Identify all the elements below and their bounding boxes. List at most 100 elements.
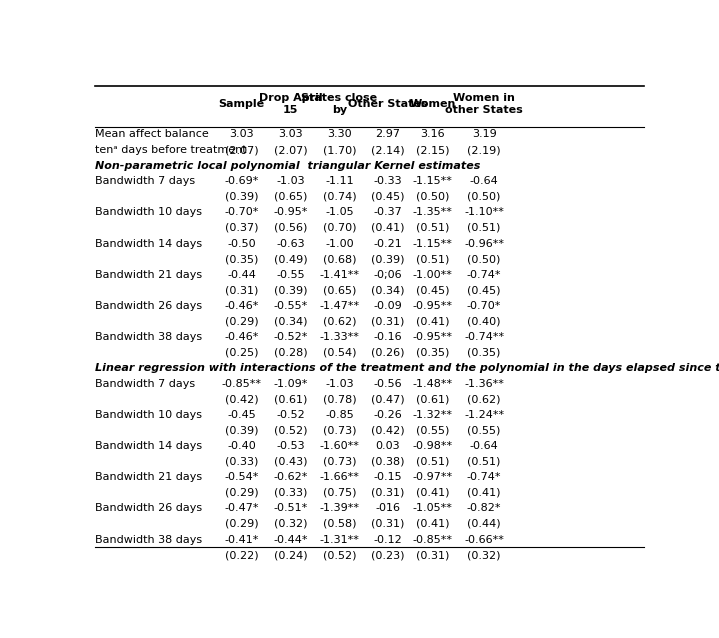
Text: tenᵃ days before treatment: tenᵃ days before treatment: [96, 145, 247, 155]
Text: (0.31): (0.31): [371, 488, 404, 498]
Text: (0.54): (0.54): [323, 348, 356, 357]
Text: (0.35): (0.35): [225, 254, 258, 264]
Text: -016: -016: [375, 503, 400, 514]
Text: (0.55): (0.55): [467, 426, 501, 436]
Text: -0.66**: -0.66**: [464, 535, 504, 545]
Text: Linear regression with interactions of the treatment and the polynomial in the d: Linear regression with interactions of t…: [96, 363, 719, 373]
Text: -0.95*: -0.95*: [273, 207, 308, 218]
Text: -0.45: -0.45: [227, 410, 256, 420]
Text: -1.15**: -1.15**: [413, 239, 453, 249]
Text: (0.47): (0.47): [371, 394, 405, 404]
Text: -0.41*: -0.41*: [224, 535, 259, 545]
Text: -0.15: -0.15: [373, 472, 402, 482]
Text: (0.73): (0.73): [323, 457, 356, 466]
Text: (0.37): (0.37): [225, 223, 258, 233]
Text: -0;06: -0;06: [373, 270, 402, 279]
Text: -0.40: -0.40: [227, 441, 256, 451]
Text: (0.51): (0.51): [416, 223, 449, 233]
Text: -0.12: -0.12: [373, 535, 402, 545]
Text: -0.64: -0.64: [470, 176, 498, 186]
Text: -0.97**: -0.97**: [413, 472, 453, 482]
Text: -0.53: -0.53: [276, 441, 305, 451]
Text: (0.56): (0.56): [274, 223, 307, 233]
Text: -0.70*: -0.70*: [224, 207, 259, 218]
Text: Women: Women: [410, 99, 456, 109]
Text: -0.21: -0.21: [373, 239, 402, 249]
Text: -0.51*: -0.51*: [273, 503, 308, 514]
Text: (0.34): (0.34): [371, 285, 405, 295]
Text: (0.65): (0.65): [323, 285, 356, 295]
Text: (0.70): (0.70): [323, 223, 356, 233]
Text: -0.55*: -0.55*: [273, 301, 308, 311]
Text: -1.60**: -1.60**: [319, 441, 360, 451]
Text: Non-parametric local polynomial  triangular Kernel estimates: Non-parametric local polynomial triangul…: [96, 161, 481, 170]
Text: Bandwidth 7 days: Bandwidth 7 days: [96, 379, 196, 389]
Text: Bandwidth 7 days: Bandwidth 7 days: [96, 176, 196, 186]
Text: -1.09*: -1.09*: [273, 379, 308, 389]
Text: (0.31): (0.31): [225, 285, 258, 295]
Text: -0.46*: -0.46*: [224, 301, 259, 311]
Text: -0.85**: -0.85**: [413, 535, 453, 545]
Text: -0.56: -0.56: [373, 379, 402, 389]
Text: (0.33): (0.33): [225, 457, 258, 466]
Text: (2.14): (2.14): [371, 145, 405, 155]
Text: Mean affect balance: Mean affect balance: [96, 130, 209, 140]
Text: (0.31): (0.31): [371, 519, 404, 529]
Text: (0.32): (0.32): [274, 519, 307, 529]
Text: -1.05: -1.05: [325, 207, 354, 218]
Text: (0.41): (0.41): [467, 488, 501, 498]
Text: 0.03: 0.03: [375, 441, 400, 451]
Text: (0.34): (0.34): [274, 316, 307, 327]
Text: Bandwidth 14 days: Bandwidth 14 days: [96, 441, 203, 451]
Text: (0.51): (0.51): [467, 457, 501, 466]
Text: (0.52): (0.52): [274, 426, 307, 436]
Text: -1.66**: -1.66**: [319, 472, 360, 482]
Text: (0.38): (0.38): [371, 457, 405, 466]
Text: -1.05**: -1.05**: [413, 503, 453, 514]
Text: -1.03: -1.03: [276, 176, 305, 186]
Text: Bandwidth 26 days: Bandwidth 26 days: [96, 503, 203, 514]
Text: -1.10**: -1.10**: [464, 207, 504, 218]
Text: (0.49): (0.49): [274, 254, 307, 264]
Text: (0.26): (0.26): [371, 348, 405, 357]
Text: (0.78): (0.78): [323, 394, 357, 404]
Text: Other States: Other States: [348, 99, 428, 109]
Text: -0.64: -0.64: [470, 441, 498, 451]
Text: Bandwidth 10 days: Bandwidth 10 days: [96, 207, 203, 218]
Text: -0.55: -0.55: [276, 270, 305, 279]
Text: (0.41): (0.41): [416, 488, 449, 498]
Text: -0.95**: -0.95**: [413, 332, 453, 342]
Text: Bandwidth 26 days: Bandwidth 26 days: [96, 301, 203, 311]
Text: (0.41): (0.41): [371, 223, 405, 233]
Text: -1.00**: -1.00**: [413, 270, 453, 279]
Text: (0.22): (0.22): [225, 550, 259, 560]
Text: (0.43): (0.43): [274, 457, 307, 466]
Text: (0.50): (0.50): [416, 192, 449, 202]
Text: -0.85**: -0.85**: [221, 379, 262, 389]
Text: (0.29): (0.29): [225, 519, 259, 529]
Text: Bandwidth 10 days: Bandwidth 10 days: [96, 410, 203, 420]
Text: (0.24): (0.24): [274, 550, 307, 560]
Text: -0.52: -0.52: [276, 410, 305, 420]
Text: -0.44: -0.44: [227, 270, 256, 279]
Text: -0.26: -0.26: [373, 410, 402, 420]
Text: (0.65): (0.65): [274, 192, 307, 202]
Text: -1.15**: -1.15**: [413, 176, 453, 186]
Text: -0.74*: -0.74*: [467, 270, 501, 279]
Text: -0.96**: -0.96**: [464, 239, 504, 249]
Text: -1.47**: -1.47**: [319, 301, 360, 311]
Text: Bandwidth 21 days: Bandwidth 21 days: [96, 270, 203, 279]
Text: -0.16: -0.16: [373, 332, 402, 342]
Text: States close
by: States close by: [301, 93, 377, 115]
Text: -0.82*: -0.82*: [467, 503, 501, 514]
Text: -1.35**: -1.35**: [413, 207, 453, 218]
Text: 3.19: 3.19: [472, 130, 497, 140]
Text: -0.69*: -0.69*: [224, 176, 259, 186]
Text: (0.32): (0.32): [467, 550, 501, 560]
Text: -0.50: -0.50: [227, 239, 256, 249]
Text: Bandwidth 38 days: Bandwidth 38 days: [96, 535, 203, 545]
Text: -0.74*: -0.74*: [467, 472, 501, 482]
Text: (0.51): (0.51): [467, 223, 501, 233]
Text: (0.28): (0.28): [274, 348, 307, 357]
Text: (0.75): (0.75): [323, 488, 356, 498]
